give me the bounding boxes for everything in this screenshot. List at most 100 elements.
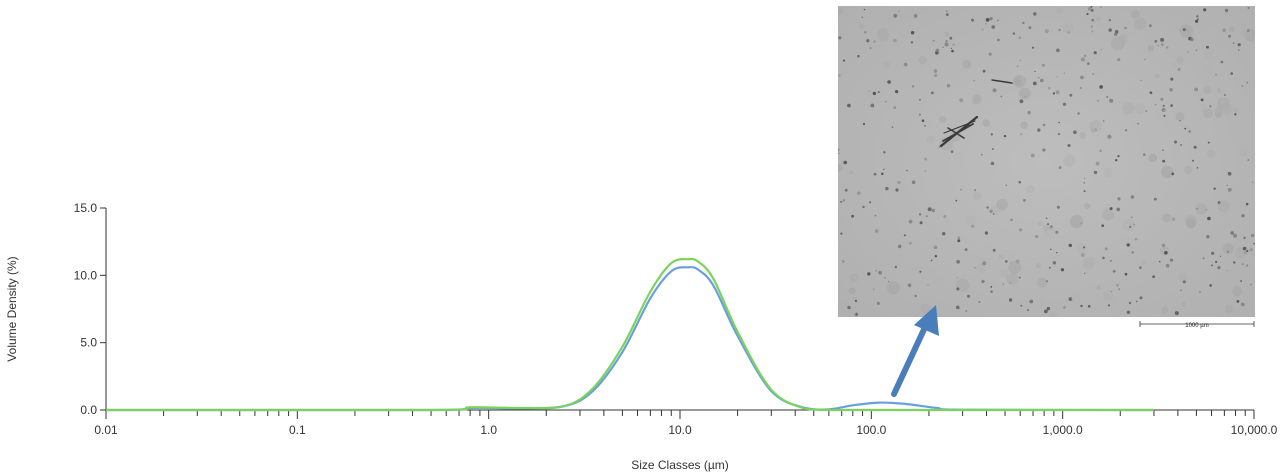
- particle-speck: [973, 79, 976, 82]
- particle-speck: [1063, 306, 1066, 309]
- particle-speck: [852, 281, 862, 291]
- particle-speck: [1175, 111, 1185, 122]
- y-tick-label: 15.0: [74, 201, 98, 215]
- particle-speck: [1124, 26, 1127, 30]
- particle-speck: [957, 236, 961, 240]
- particle-speck: [1161, 165, 1174, 179]
- particle-speck: [950, 47, 952, 50]
- particle-speck: [1203, 47, 1215, 59]
- particle-speck: [1077, 112, 1080, 115]
- particle-speck: [1128, 301, 1132, 305]
- particle-speck: [1016, 65, 1019, 67]
- particle-speck: [912, 85, 915, 88]
- particle-speck: [1228, 34, 1231, 38]
- particle-speck: [942, 46, 944, 48]
- particle-speck: [1116, 283, 1119, 287]
- particle-speck: [1179, 24, 1193, 38]
- series-line-2: [106, 257, 1154, 412]
- particle-speck: [1222, 243, 1234, 255]
- particle-speck: [1233, 107, 1239, 113]
- y-axis-title: Volume Density (%): [5, 256, 19, 361]
- particle-speck: [1040, 78, 1044, 83]
- particle-speck: [1056, 205, 1060, 209]
- particle-speck: [1130, 9, 1140, 19]
- particle-speck: [867, 272, 871, 276]
- particle-speck: [897, 244, 902, 249]
- particle-speck: [965, 309, 968, 312]
- particle-speck: [849, 170, 854, 175]
- particle-speck: [862, 122, 866, 126]
- particle-speck: [1100, 48, 1102, 51]
- particle-speck: [918, 113, 922, 116]
- particle-speck: [1193, 145, 1197, 149]
- particle-speck: [1117, 155, 1120, 158]
- particle-speck: [861, 16, 864, 19]
- particle-speck: [1215, 260, 1218, 263]
- particle-speck: [838, 8, 844, 15]
- particle-speck: [1130, 195, 1135, 199]
- particle-speck: [1068, 243, 1073, 248]
- x-tick-label: 1.0: [480, 423, 497, 437]
- particle-speck: [1141, 260, 1147, 266]
- particle-speck: [895, 188, 899, 192]
- particle-speck: [1237, 43, 1241, 47]
- series-layer: [106, 257, 1155, 412]
- particle-speck: [1226, 184, 1228, 187]
- particle-speck: [1160, 37, 1165, 42]
- particle-speck: [997, 19, 999, 22]
- particle-speck: [1091, 30, 1094, 33]
- particle-speck: [1099, 85, 1103, 89]
- particle-speck: [868, 90, 870, 93]
- particle-speck: [1179, 120, 1181, 122]
- particle-speck: [1037, 128, 1041, 132]
- particle-speck: [1251, 233, 1255, 238]
- particle-speck: [884, 277, 886, 279]
- particle-speck: [857, 54, 860, 58]
- particle-speck: [1019, 59, 1022, 62]
- particle-speck: [847, 305, 851, 310]
- particle-speck: [949, 36, 953, 40]
- particle-speck: [1126, 310, 1131, 314]
- particle-speck: [1180, 301, 1187, 308]
- particle-speck: [1027, 309, 1030, 311]
- particle-speck: [838, 74, 841, 77]
- particle-speck: [838, 148, 840, 152]
- needle-crystal-cluster: [939, 79, 1013, 148]
- particle-speck: [893, 13, 898, 18]
- particle-speck: [939, 116, 947, 124]
- particle-speck: [1093, 51, 1097, 55]
- x-tick-label: 0.01: [94, 423, 118, 437]
- y-axis-tick-labels: 0.0 5.0 10.0 15.0: [74, 201, 98, 417]
- particle-speck: [1087, 6, 1092, 11]
- particle-speck: [838, 152, 840, 155]
- particle-speck: [1103, 290, 1114, 301]
- particle-speck: [927, 207, 932, 212]
- particle-speck: [875, 269, 878, 272]
- particle-speck: [913, 14, 918, 18]
- particle-speck: [1047, 86, 1051, 90]
- particle-speck: [1018, 276, 1021, 279]
- particle-speck: [1200, 98, 1204, 102]
- particle-speck: [927, 284, 929, 286]
- particle-speck: [1079, 132, 1087, 140]
- particle-speck: [1227, 171, 1232, 176]
- particle-speck: [1089, 120, 1102, 133]
- particle-speck: [1246, 81, 1249, 84]
- particle-speck: [1023, 199, 1026, 202]
- particle-speck: [988, 52, 992, 56]
- particle-speck: [1213, 187, 1216, 190]
- particle-speck: [1058, 28, 1061, 32]
- particle-speck: [1198, 291, 1201, 293]
- particle-speck: [893, 106, 897, 110]
- particle-speck: [967, 294, 970, 298]
- particle-speck: [1106, 96, 1109, 98]
- particle-speck: [842, 59, 846, 62]
- particle-speck: [918, 213, 922, 216]
- particle-speck: [1134, 17, 1147, 30]
- y-tick-label: 0.0: [80, 403, 97, 417]
- particle-speck: [1137, 122, 1139, 125]
- particle-speck: [1003, 134, 1007, 138]
- particle-speck: [945, 13, 949, 17]
- particle-speck: [1195, 19, 1199, 23]
- particle-speck: [1045, 280, 1049, 283]
